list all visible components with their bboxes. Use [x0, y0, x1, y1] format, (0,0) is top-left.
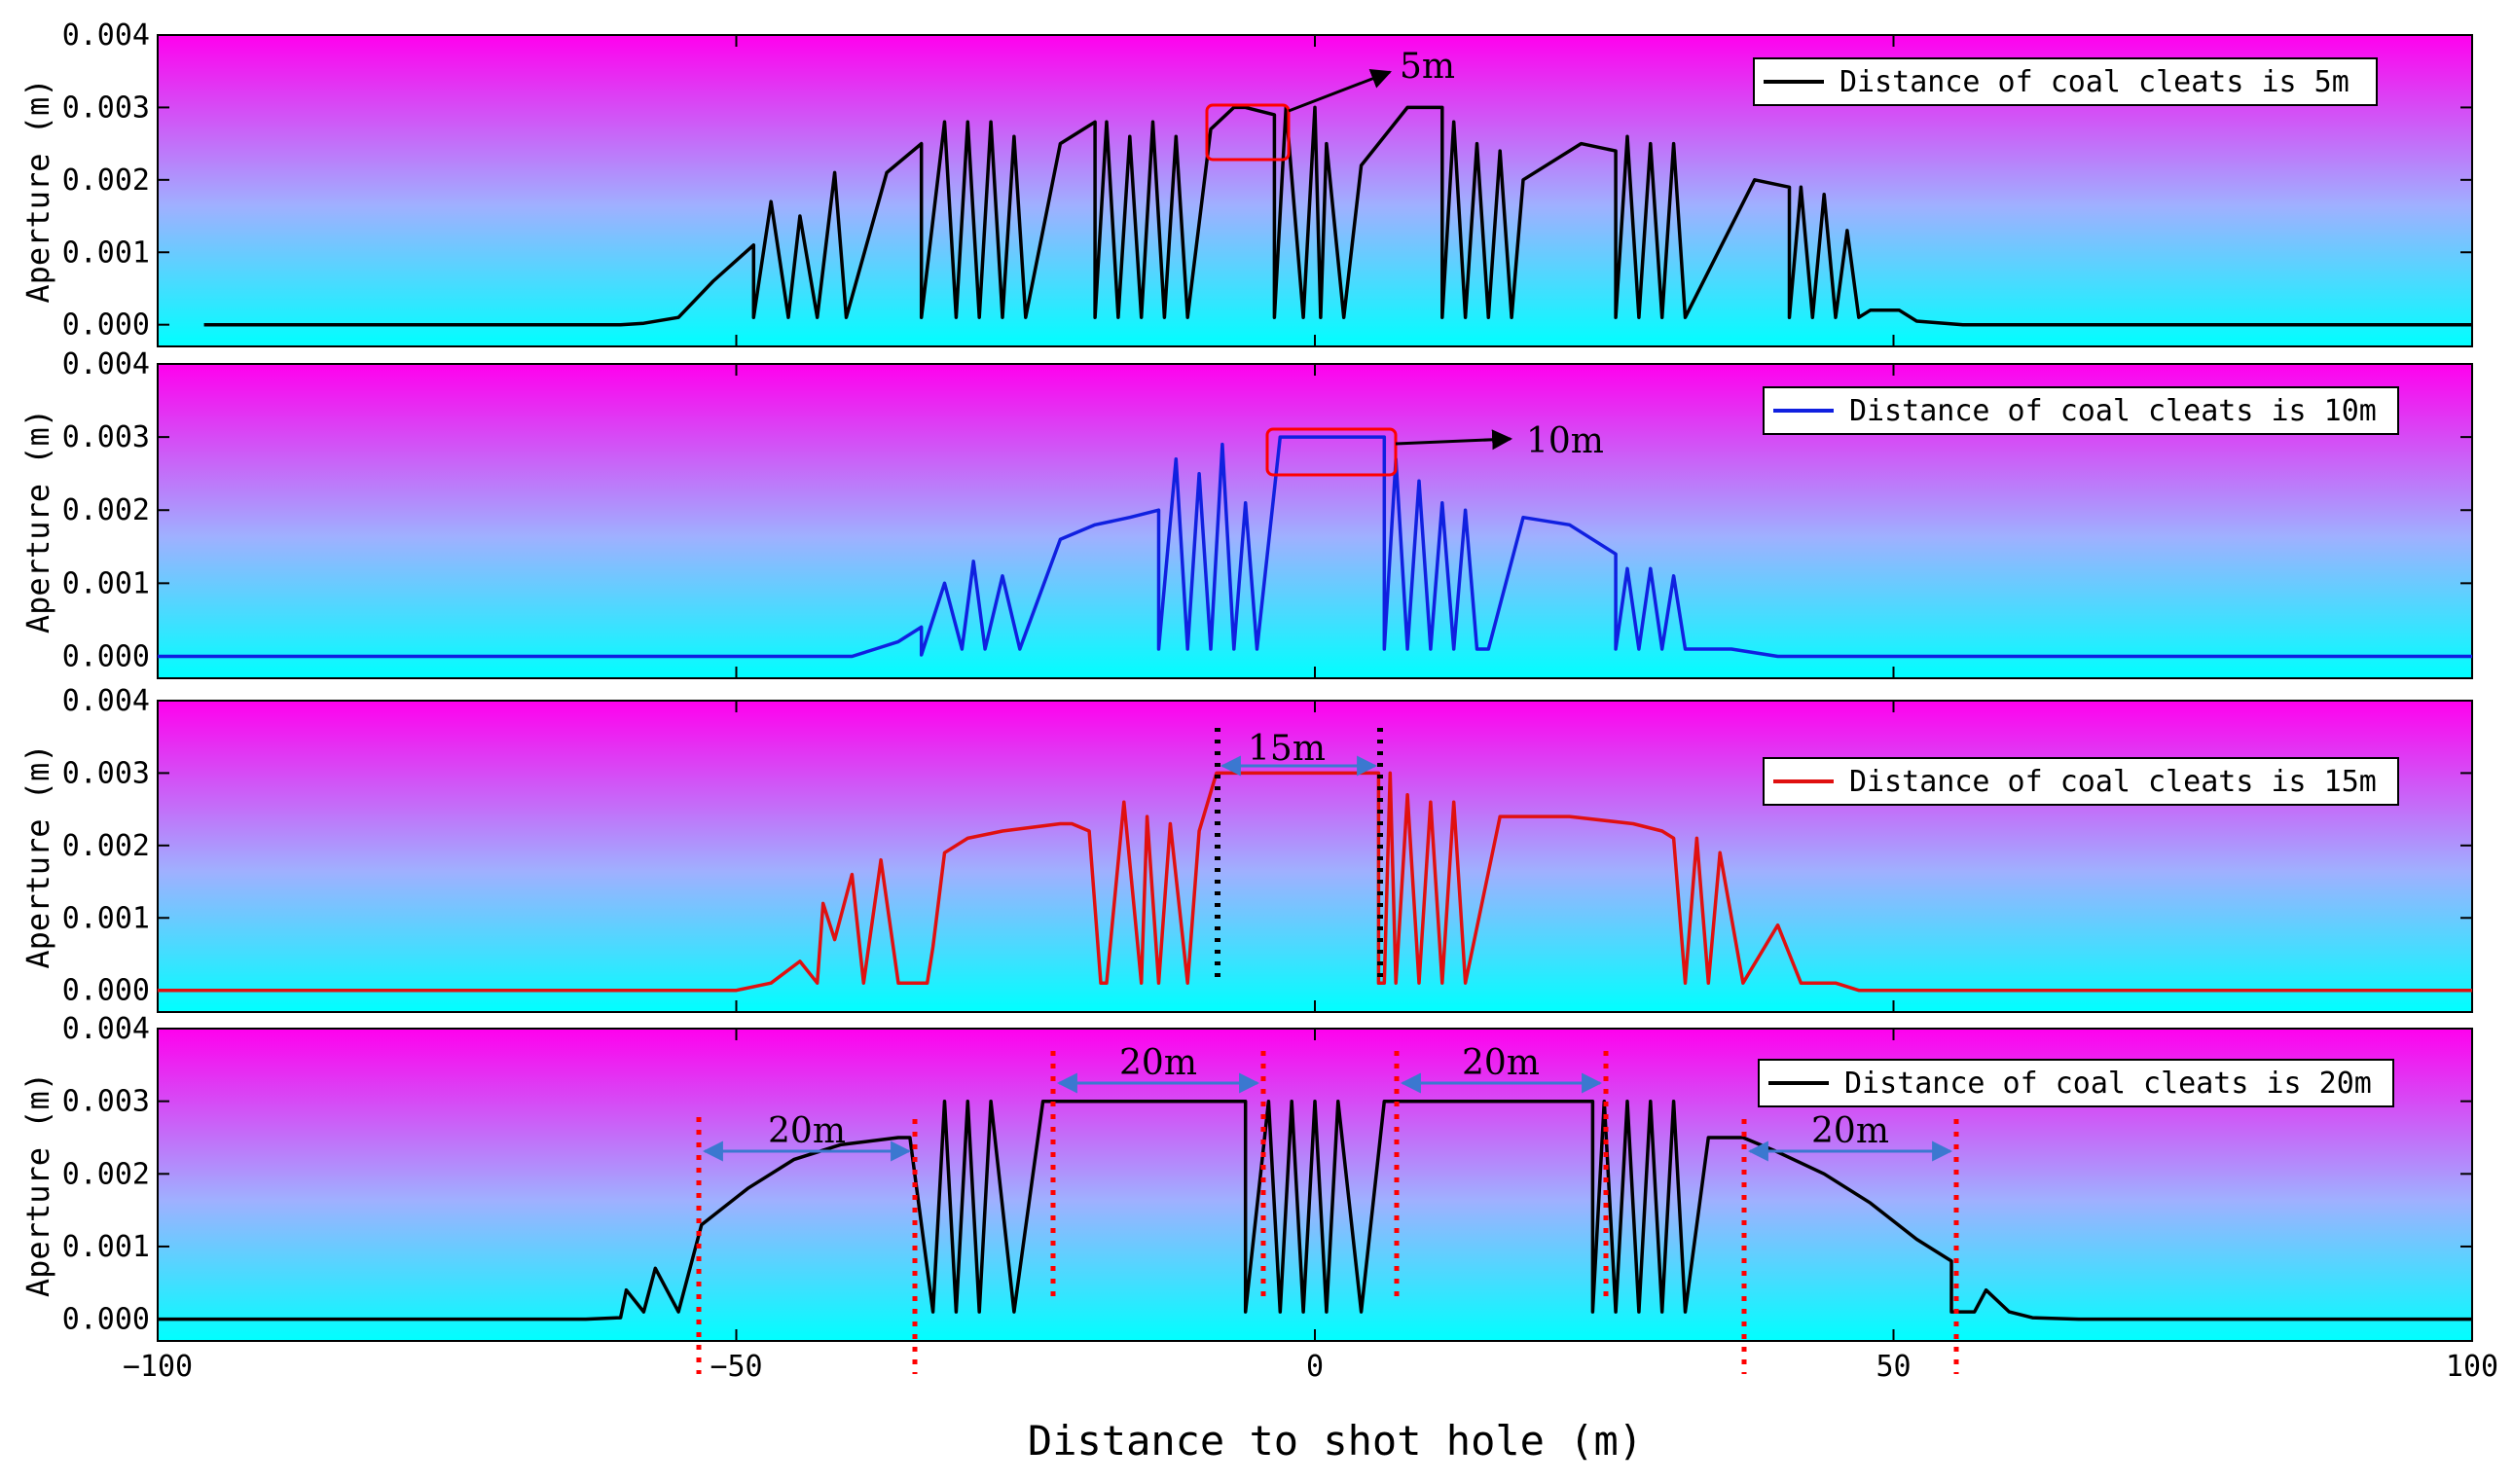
series-line	[203, 105, 2472, 327]
y-tick-label: 0.000	[62, 308, 150, 343]
y-tick-label: 0.003	[62, 756, 150, 790]
span-arrows-20m	[702, 1072, 1953, 1162]
legend: Distance of coal cleats is 20m	[1758, 1059, 2394, 1107]
annotation-20m: 20m	[1119, 1043, 1197, 1083]
annotation-15m: 15m	[1248, 729, 1326, 769]
annotation-10m: 10m	[1526, 421, 1604, 461]
y-tick-label: 0.001	[62, 901, 150, 935]
highlight-box-10m	[1265, 427, 1398, 477]
y-tick-label: 0.003	[62, 1085, 150, 1119]
x-tick-label: −50	[710, 1350, 762, 1384]
legend-label: Distance of coal cleats is 15m	[1849, 765, 2377, 799]
annotations: 5m 10m 15m 20m 20m 20m 20m	[696, 47, 1959, 1374]
series-line	[158, 771, 2472, 993]
x-tick-label: −100	[123, 1350, 193, 1384]
arrow-10m	[1395, 429, 1513, 451]
y-tick-label: 0.003	[62, 420, 150, 454]
y-tick-label: 0.004	[62, 1012, 150, 1046]
legend-label: Distance of coal cleats is 5m	[1839, 65, 2349, 99]
x-tick-label: 0	[1306, 1350, 1324, 1384]
legend-box	[1753, 57, 2378, 106]
plot-area	[157, 700, 2473, 1013]
y-tick-label: 0.003	[62, 90, 150, 125]
legend-box	[1763, 386, 2399, 435]
y-tick-label: 0.001	[62, 566, 150, 600]
annotation-5m: 5m	[1400, 47, 1455, 87]
legend-box	[1758, 1059, 2394, 1107]
series-line	[158, 435, 2472, 659]
legend-box	[1763, 757, 2399, 806]
legend: Distance of coal cleats is 10m	[1763, 386, 2399, 435]
annotation-20m: 20m	[1462, 1043, 1540, 1083]
y-tick-label: 0.000	[62, 639, 150, 673]
dotted-boundaries-20m	[696, 1051, 1959, 1374]
highlight-box-5m	[1205, 103, 1291, 162]
y-tick-label: 0.001	[62, 1230, 150, 1264]
y-tick-label: 0.000	[62, 1303, 150, 1337]
x-tick-label: 50	[1876, 1350, 1911, 1384]
y-axis-label: Aperture (m)	[19, 1072, 56, 1297]
y-tick-label: 0.004	[62, 347, 150, 381]
annotation-20m: 20m	[768, 1111, 846, 1151]
y-tick-label: 0.002	[62, 1157, 150, 1191]
y-axis-label: Aperture (m)	[19, 78, 56, 303]
legend: Distance of coal cleats is 5m	[1753, 57, 2378, 106]
y-axis-label: Aperture (m)	[19, 409, 56, 633]
legend: Distance of coal cleats is 15m	[1763, 757, 2399, 806]
x-tick-label: 100	[2446, 1350, 2498, 1384]
y-tick-label: 0.002	[62, 829, 150, 863]
y-tick-label: 0.000	[62, 974, 150, 1008]
y-axis-label: Aperture (m)	[19, 743, 56, 968]
x-axis-label: Distance to shot hole (m)	[1028, 1417, 1643, 1465]
arrow-5m	[1288, 68, 1392, 113]
y-tick-label: 0.002	[62, 493, 150, 527]
annotation-20m: 20m	[1811, 1111, 1889, 1151]
y-tick-label: 0.001	[62, 235, 150, 270]
legend-label: Distance of coal cleats is 10m	[1849, 394, 2377, 428]
y-tick-label: 0.004	[62, 18, 150, 53]
y-tick-label: 0.002	[62, 163, 150, 198]
y-tick-label: 0.004	[62, 684, 150, 718]
legend-label: Distance of coal cleats is 20m	[1844, 1067, 2372, 1101]
